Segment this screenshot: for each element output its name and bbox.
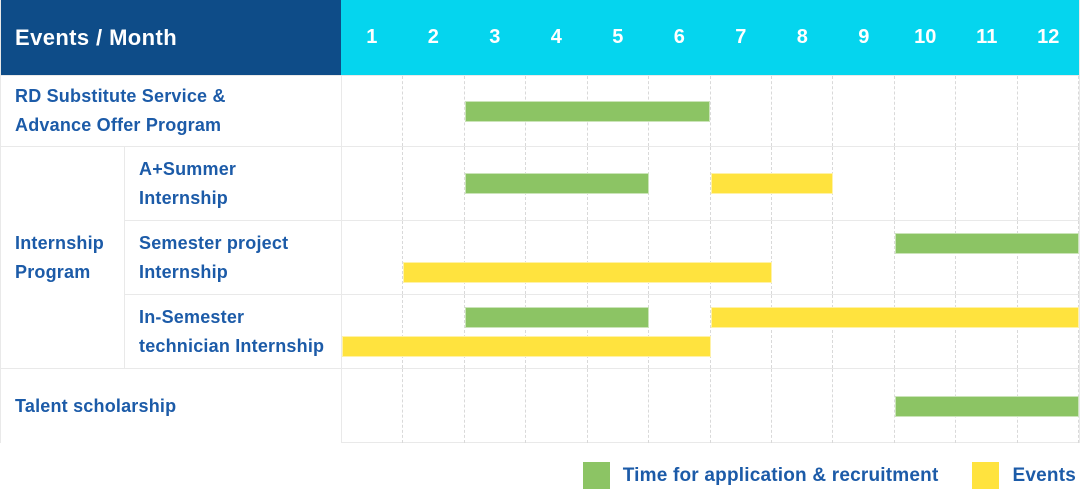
month-grid-cell	[895, 295, 957, 368]
month-grid-cell	[711, 221, 772, 294]
gantt-bar-application	[464, 173, 650, 194]
month-grid-cell	[772, 76, 834, 146]
month-grid-cell	[1018, 76, 1080, 146]
month-grid-cell	[833, 369, 895, 443]
row-label: Talent scholarship	[1, 368, 341, 443]
gantt-bar-application	[464, 307, 650, 328]
month-header-8: 8	[771, 0, 833, 75]
month-grid-cell	[649, 369, 711, 443]
gantt-bar-event	[710, 173, 834, 194]
gantt-bar-application	[464, 100, 711, 122]
month-grid-cell	[342, 221, 404, 294]
gantt-table: Events / Month 1 2 3 4 5 6 7 8 9 10 11 12 RD Substit…	[0, 0, 1080, 443]
month-grid-cell	[833, 295, 895, 368]
month-grid-cell	[895, 76, 957, 146]
month-grid-cell	[956, 295, 1018, 368]
gantt-bar-application	[894, 395, 1079, 417]
month-grid-cell	[465, 369, 527, 443]
legend-events-label: Events	[1012, 464, 1076, 486]
chart-row	[341, 368, 1080, 443]
month-grid-cell	[1018, 295, 1080, 368]
chart-row	[341, 75, 1080, 146]
month-header-9: 9	[833, 0, 895, 75]
month-grid-cell	[588, 369, 650, 443]
application-color-swatch	[582, 462, 610, 489]
month-grid-cell	[649, 295, 711, 368]
month-grid-cell	[649, 221, 711, 294]
page-title: Events / Month	[15, 24, 178, 50]
event-color-swatch	[972, 462, 1000, 489]
month-grid-cell	[403, 295, 465, 368]
legend: Time for application & recruitment Event…	[582, 462, 1076, 489]
month-grid-cell	[403, 76, 465, 146]
header-title-cell: Events / Month	[1, 0, 341, 75]
month-grid-cell	[1018, 221, 1080, 294]
month-grid-cell	[465, 295, 527, 368]
month-grid-cell	[711, 369, 772, 443]
month-header-5: 5	[587, 0, 649, 75]
row-label: Internship Program	[1, 146, 125, 368]
month-grid-cell	[465, 221, 527, 294]
month-grid-cell	[772, 295, 834, 368]
month-header-6: 6	[648, 0, 710, 75]
month-grid-cell	[833, 76, 895, 146]
sub-row-label: In-Semester technician Internship	[125, 294, 341, 368]
month-header-1: 1	[341, 0, 403, 75]
gantt-bar-event	[403, 262, 772, 283]
month-header-10: 10	[894, 0, 956, 75]
month-grid-cell	[895, 221, 957, 294]
month-header-3: 3	[464, 0, 526, 75]
month-grid-cell	[833, 147, 895, 220]
month-grid-cell	[526, 369, 588, 443]
month-grid-cell	[649, 147, 711, 220]
month-grid-cell	[1018, 147, 1080, 220]
month-grid-cell	[403, 221, 465, 294]
month-grid-cell	[588, 221, 650, 294]
month-grid-cell	[895, 147, 957, 220]
month-grid-cell	[526, 221, 588, 294]
month-grid-cell	[956, 147, 1018, 220]
month-grid-cell	[342, 295, 404, 368]
month-header-12: 12	[1017, 0, 1079, 75]
row-label: RD Substitute Service & Advance Offer Pro…	[1, 75, 341, 146]
chart-row	[341, 220, 1080, 294]
month-grid-cell	[711, 76, 772, 146]
month-grid-cell	[588, 295, 650, 368]
month-grid-cell	[833, 221, 895, 294]
legend-item-events: Events	[972, 462, 1076, 489]
month-grid-cell	[956, 221, 1018, 294]
month-header-7: 7	[710, 0, 772, 75]
month-grid-cell	[711, 295, 772, 368]
month-header-2: 2	[402, 0, 464, 75]
legend-application-label: Time for application & recruitment	[622, 464, 939, 486]
sub-row-label: Semester project Internship	[125, 220, 341, 294]
month-grid-cell	[956, 76, 1018, 146]
legend-item-application: Time for application & recruitment	[582, 462, 939, 489]
month-grid-cell	[342, 76, 404, 146]
sub-row-label: A+Summer Internship	[125, 146, 341, 220]
month-grid-cell	[342, 369, 404, 443]
gantt-bar-event	[342, 336, 711, 357]
gantt-bar-event	[710, 307, 1079, 328]
month-grid-cell	[342, 147, 404, 220]
gantt-bar-application	[894, 233, 1079, 254]
month-header-4: 4	[525, 0, 587, 75]
month-grid-cell	[403, 147, 465, 220]
chart-row	[341, 146, 1080, 220]
month-header-11: 11	[956, 0, 1018, 75]
month-grid-cell	[772, 369, 834, 443]
month-grid-cell	[526, 295, 588, 368]
chart-row	[341, 294, 1080, 368]
month-grid-cell	[772, 221, 834, 294]
month-grid-cell	[403, 369, 465, 443]
